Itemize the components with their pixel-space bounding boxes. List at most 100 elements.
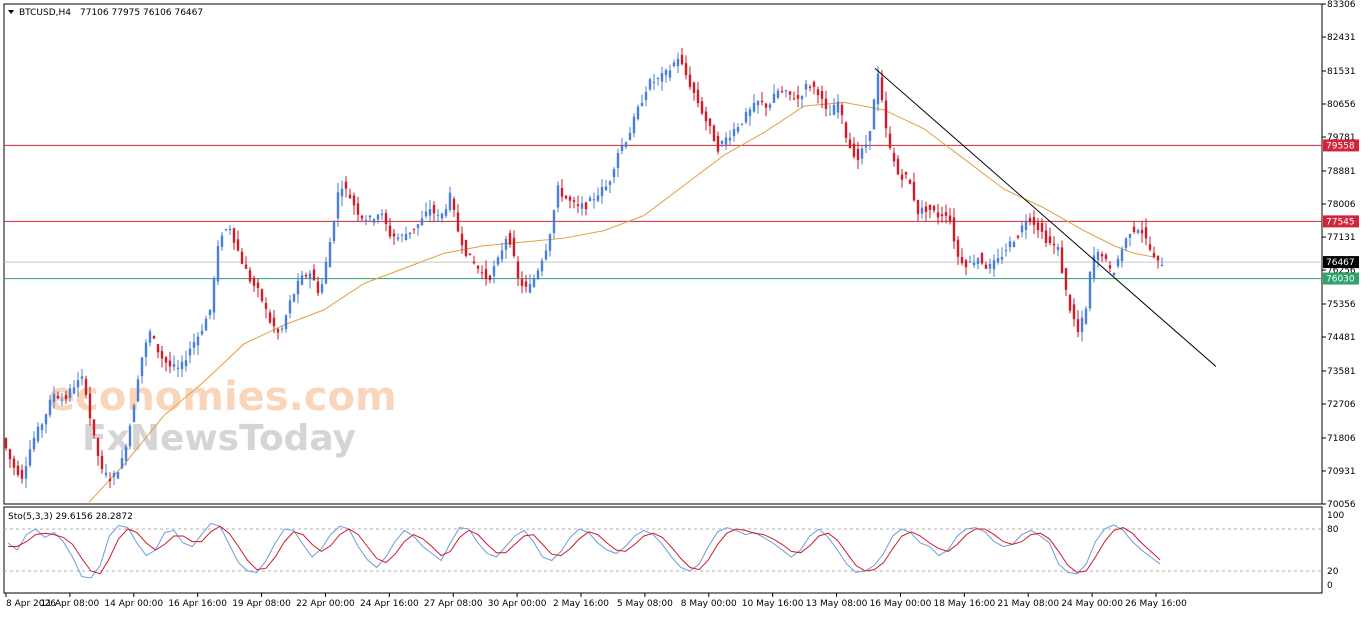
symbol-menu-triangle-icon[interactable] [8,10,14,14]
y-tick-label: 79781 [1327,133,1356,143]
candle-body [380,213,384,215]
y-tick-label: 73581 [1327,367,1356,377]
candle-body [900,174,904,180]
candle-body [680,54,684,65]
candle-body [1144,227,1148,239]
candle-body [284,315,288,330]
candle-body [1148,244,1152,250]
stoch-y-tick-label: 0 [1327,581,1333,591]
candle-body [652,81,656,83]
candle-body [328,242,332,268]
candle-body [264,303,268,309]
candle-body [464,239,468,256]
candle-body [956,239,960,257]
y-tick-label: 82431 [1327,33,1356,43]
trendline-group[interactable] [874,68,1217,367]
candle-body [1072,304,1076,320]
candle-body [640,102,644,106]
candle-body [776,90,780,98]
candle-body [84,378,88,395]
candle-body [848,139,852,149]
candle-body [728,137,732,141]
main-plot-frame [3,3,1323,505]
x-tick-label: 18 May 16:00 [933,599,995,609]
candle-body [408,232,412,235]
candle-body [772,93,776,103]
candle-body [1132,226,1136,232]
candle-body [1108,265,1112,269]
candle-body [1024,221,1028,230]
candle-body [280,328,284,330]
horizontal-levels [4,144,1322,280]
candle-body [740,123,744,125]
candle-body [888,133,892,148]
x-tick-label: 27 Apr 08:00 [424,599,483,609]
candle-body [808,86,812,88]
candle-body [436,214,440,216]
candle-body [572,200,576,202]
candle-body [880,77,884,100]
candle-body [952,217,956,242]
candle-body [784,90,788,92]
candle-body [1104,254,1108,259]
candle-body [980,253,984,264]
candle-body [164,357,168,363]
candle-body [932,206,936,211]
candle-body [532,277,536,287]
candle-body [208,309,212,316]
candle-body [920,207,924,214]
y-tick-label: 78881 [1327,167,1356,177]
trendline [874,68,1217,367]
stochastic-oscillator: Sto(5,3,3) 29.6156 28.2872 100 80 20 0 [4,511,1344,591]
candle-body [536,270,540,279]
candle-body [348,194,352,199]
candle-body [388,225,392,237]
candle-body [1036,222,1040,231]
candle-body [732,129,736,137]
candle-body [320,284,324,293]
candle-body [688,74,692,87]
candle-body [244,264,248,269]
candle-body [1004,250,1008,252]
candle-body [968,261,972,263]
candle-body [524,281,528,287]
candle-body [496,257,500,265]
y-tick-label: 76256 [1327,266,1356,276]
candle-body [764,103,768,108]
candle-body [72,387,76,394]
candle-body [832,104,836,115]
candle-body [836,101,840,113]
candle-body [608,181,612,185]
candle-body [632,116,636,134]
candle-body [304,274,308,277]
candle-body [96,438,100,457]
candle-body [912,181,916,201]
candle-body [104,472,108,476]
candle-body [168,360,172,367]
candle-body [44,414,48,425]
candle-body [180,361,184,370]
y-tick-label: 74481 [1327,333,1356,343]
y-tick-label: 81531 [1327,67,1356,77]
candle-body [60,399,64,401]
candle-body [212,278,216,313]
candle-body [136,379,140,402]
candle-body [760,100,764,103]
candle-body [316,281,320,294]
candle-body [324,261,328,284]
price-axis: 83306 82431 81531 80656 79781 78881 78006 77131… [1322,0,1356,510]
candle-body [236,239,240,251]
x-tick-label: 8 May 00:00 [681,599,737,609]
candle-body [724,137,728,145]
y-tick-label: 83306 [1327,0,1356,10]
candle-body [672,62,676,67]
candle-body [1064,268,1068,290]
candle-body [500,250,504,260]
candle-body [1160,264,1164,266]
candle-body [1012,242,1016,247]
x-tick-label: 24 May 00:00 [1061,599,1123,609]
ohlc-readout: 77106 77975 76106 76467 [80,8,203,18]
candle-body [620,145,624,151]
